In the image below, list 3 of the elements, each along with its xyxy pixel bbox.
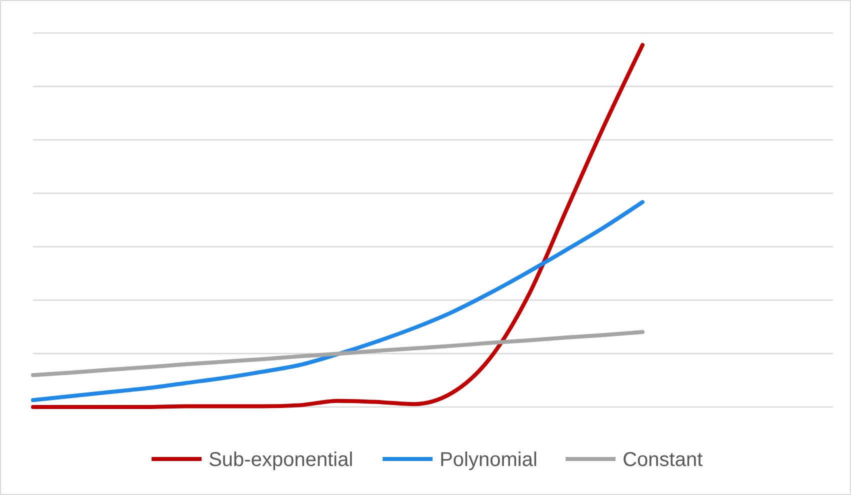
legend-label: Constant <box>622 449 704 471</box>
legend-label: Sub-exponential <box>208 449 354 471</box>
legend-label: Polynomial <box>440 449 538 471</box>
